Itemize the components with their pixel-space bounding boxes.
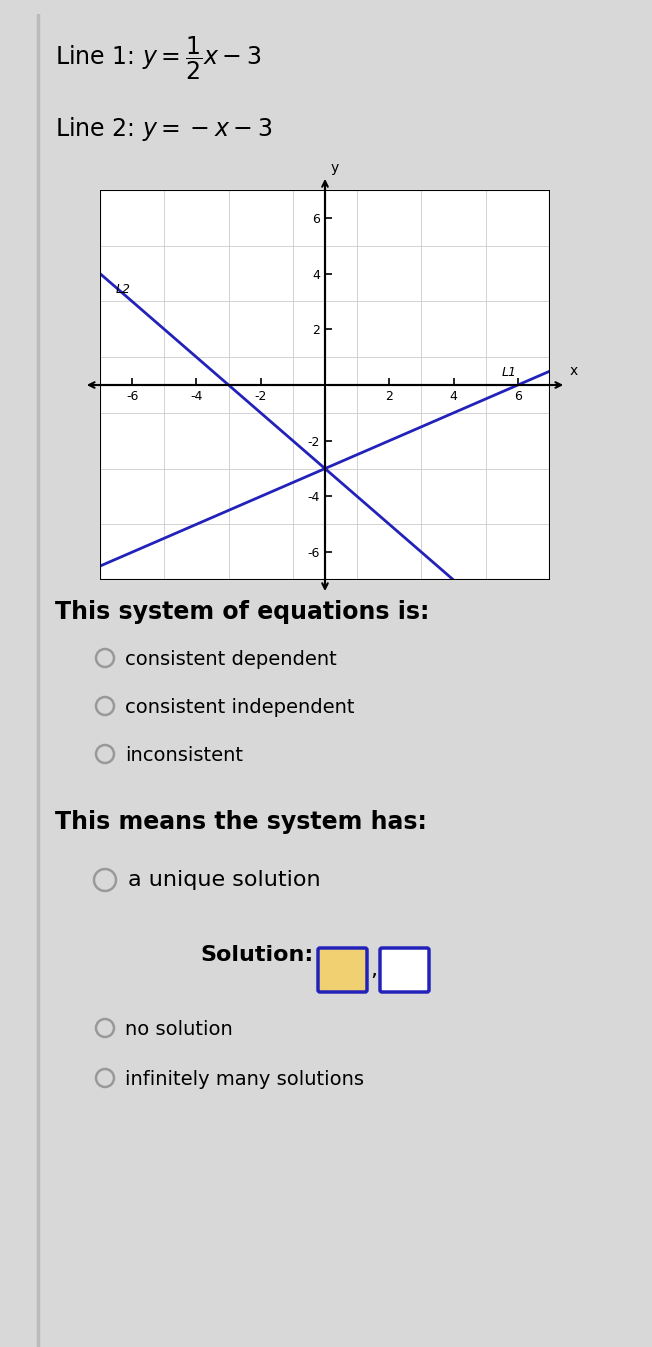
Text: a unique solution: a unique solution (128, 870, 321, 890)
Text: inconsistent: inconsistent (125, 746, 243, 765)
Text: x: x (569, 364, 578, 379)
Text: no solution: no solution (125, 1020, 233, 1039)
Text: ,: , (370, 960, 377, 981)
Text: This system of equations is:: This system of equations is: (55, 599, 430, 624)
Text: Line 2: $y=-x-3$: Line 2: $y=-x-3$ (55, 114, 273, 143)
Text: Line 1: $y=\dfrac{1}{2}x-3$: Line 1: $y=\dfrac{1}{2}x-3$ (55, 35, 261, 82)
Text: L2: L2 (116, 283, 131, 296)
Text: infinitely many solutions: infinitely many solutions (125, 1070, 364, 1088)
Text: L1: L1 (502, 366, 517, 380)
FancyBboxPatch shape (318, 948, 367, 991)
Text: consistent independent: consistent independent (125, 698, 355, 717)
Text: y: y (331, 160, 339, 175)
Text: This means the system has:: This means the system has: (55, 810, 427, 834)
FancyBboxPatch shape (380, 948, 429, 991)
Text: Solution:: Solution: (200, 946, 313, 964)
Text: consistent dependent: consistent dependent (125, 651, 336, 669)
